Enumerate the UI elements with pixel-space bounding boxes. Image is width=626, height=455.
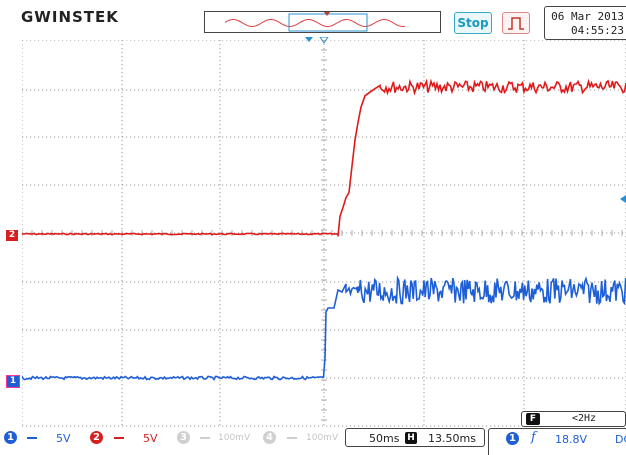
date-label: 06 Mar 2013 [551, 10, 624, 23]
ch3-icon[interactable]: 3 [177, 431, 190, 444]
run-stop-button[interactable]: Stop [454, 12, 492, 34]
ch4-coupling-icon [287, 437, 297, 439]
timebase-box[interactable]: 50ms H 13.50ms [345, 428, 485, 447]
ch2-coupling-icon [114, 437, 124, 439]
trigger-position-icon [324, 12, 330, 16]
frequency-counter: F <2Hz [521, 411, 626, 427]
horizontal-position-icon: H [405, 432, 417, 444]
horizontal-position-value: 13.50ms [428, 432, 476, 445]
ch1-ground-marker[interactable]: 1 [6, 375, 20, 388]
rising-edge-icon [508, 17, 524, 30]
ch4-scale[interactable]: 100mV [306, 433, 339, 443]
trigger-coupling: DC [615, 433, 626, 446]
trigger-source-icon: 1 [506, 432, 519, 445]
overview-wave-icon [224, 12, 406, 32]
ch1-trace [22, 275, 626, 382]
trigger-level: 18.8V [555, 433, 588, 446]
time-label: 04:55:23 [571, 24, 624, 37]
trigger-level-icon [620, 195, 626, 203]
brand-logo: GWINSTEK [21, 8, 119, 26]
ch2-scale[interactable]: 5V [143, 432, 158, 445]
trigger-info-box[interactable]: 1 f 18.8V DC [488, 428, 626, 455]
timebase-value: 50ms [369, 432, 400, 445]
freq-label-icon: F [526, 413, 540, 425]
date-time-display: 06 Mar 2013 04:55:23 [544, 6, 626, 40]
trigger-edge-button[interactable] [502, 12, 530, 34]
ch4-icon[interactable]: 4 [263, 431, 276, 444]
ch2-ground-marker[interactable]: 2 [6, 230, 18, 241]
waveform-overview-bar[interactable] [204, 11, 441, 33]
ch1-icon[interactable]: 1 [4, 431, 17, 444]
status-bar: 1 5V 2 5V 3 100mV 4 100mV 50ms H 13.50ms… [0, 428, 626, 455]
trigger-slope-icon: f [531, 430, 536, 445]
ch2-icon[interactable]: 2 [90, 431, 103, 444]
ch2-trace [22, 78, 626, 237]
ch3-scale[interactable]: 100mV [218, 433, 251, 443]
freq-value: <2Hz [572, 413, 597, 424]
waveform-display[interactable] [22, 40, 626, 428]
ch3-coupling-icon [200, 437, 210, 439]
ch1-coupling-icon [27, 437, 37, 439]
ch1-scale[interactable]: 5V [56, 432, 71, 445]
